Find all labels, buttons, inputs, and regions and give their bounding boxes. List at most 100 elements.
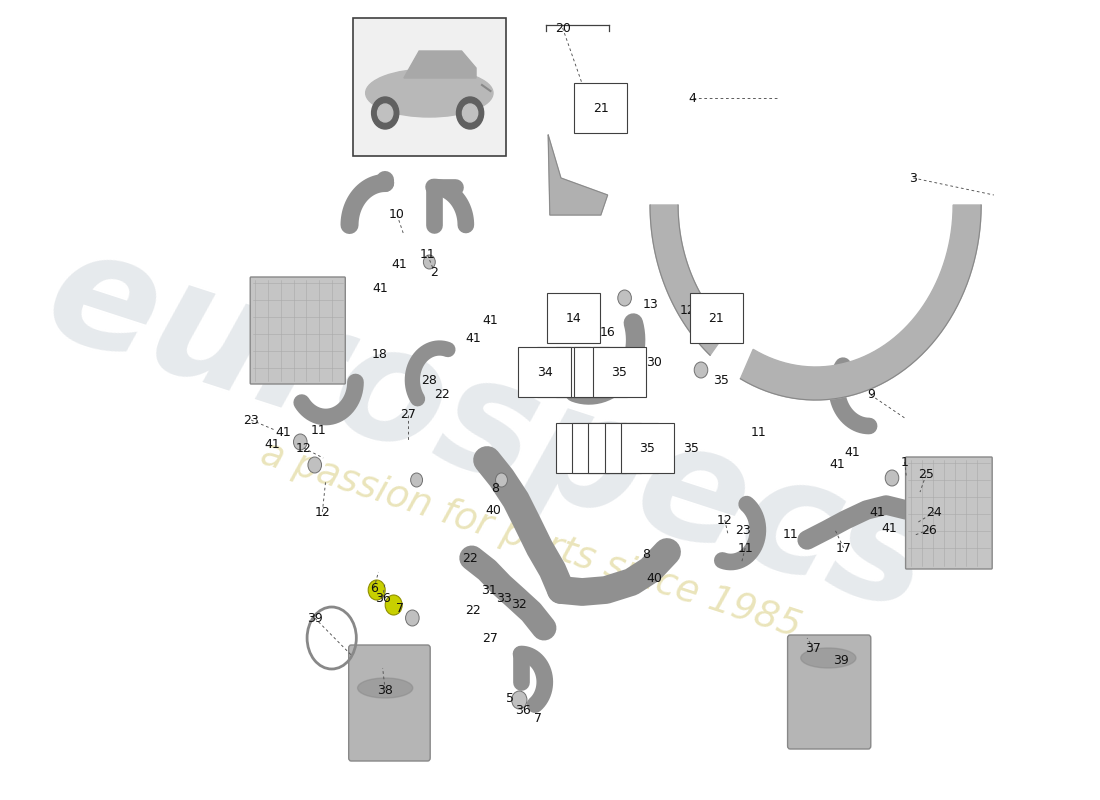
Text: 19: 19 [695, 311, 711, 325]
Text: 11: 11 [737, 542, 754, 554]
Text: 6: 6 [371, 582, 378, 594]
Text: 7: 7 [396, 602, 404, 614]
Text: 40: 40 [647, 571, 662, 585]
Circle shape [595, 113, 604, 123]
Text: 37: 37 [805, 642, 821, 654]
Text: 11: 11 [782, 529, 797, 542]
Text: 40: 40 [485, 503, 501, 517]
Circle shape [368, 580, 385, 600]
FancyBboxPatch shape [250, 277, 345, 384]
Circle shape [385, 595, 403, 615]
Text: 41: 41 [372, 282, 388, 294]
Text: 36: 36 [515, 703, 530, 717]
Circle shape [462, 104, 477, 122]
Text: 11: 11 [751, 426, 767, 438]
Text: 18: 18 [372, 349, 388, 362]
Circle shape [496, 473, 507, 487]
Text: 33: 33 [606, 442, 623, 454]
Circle shape [372, 97, 399, 129]
Text: 12: 12 [680, 303, 695, 317]
Text: 23: 23 [243, 414, 258, 426]
Text: 22: 22 [465, 603, 482, 617]
Text: 2: 2 [430, 266, 438, 278]
Text: 12: 12 [717, 514, 733, 526]
Text: 39: 39 [307, 611, 322, 625]
Text: 17: 17 [836, 542, 851, 554]
Text: 14: 14 [565, 311, 582, 325]
Text: 7: 7 [534, 711, 542, 725]
Text: 4: 4 [689, 91, 696, 105]
Text: 41: 41 [829, 458, 845, 471]
Text: 32: 32 [624, 442, 639, 454]
Circle shape [618, 290, 631, 306]
Text: 10: 10 [389, 209, 405, 222]
Text: 34: 34 [574, 442, 590, 454]
Text: 3: 3 [910, 171, 917, 185]
Text: #c5cdd4: #c5cdd4 [488, 429, 495, 430]
Circle shape [406, 610, 419, 626]
Text: 22: 22 [462, 551, 478, 565]
Text: 21: 21 [708, 311, 724, 325]
FancyBboxPatch shape [905, 457, 992, 569]
Text: 16: 16 [600, 326, 616, 338]
Circle shape [308, 457, 321, 473]
Text: 5: 5 [506, 691, 514, 705]
Text: 28: 28 [421, 374, 438, 386]
Text: 22: 22 [434, 389, 450, 402]
Text: 41: 41 [465, 331, 482, 345]
Ellipse shape [801, 648, 856, 668]
Text: 1: 1 [901, 455, 909, 469]
Text: 32: 32 [510, 598, 526, 611]
Text: a passion for parts since 1985: a passion for parts since 1985 [256, 435, 806, 645]
Polygon shape [740, 205, 981, 400]
Text: 41: 41 [881, 522, 898, 534]
Text: 12: 12 [296, 442, 311, 454]
Text: 41: 41 [483, 314, 498, 326]
Text: 36: 36 [375, 591, 390, 605]
Text: 24: 24 [926, 506, 943, 518]
Text: 33: 33 [496, 591, 512, 605]
Bar [353, 18, 506, 156]
Text: 35: 35 [639, 442, 656, 454]
Polygon shape [548, 135, 607, 215]
Circle shape [456, 97, 484, 129]
Circle shape [886, 470, 899, 486]
Text: 20: 20 [554, 22, 571, 34]
Text: 12: 12 [315, 506, 330, 518]
Text: 33: 33 [593, 366, 608, 378]
Text: 9: 9 [867, 389, 875, 402]
Text: 25: 25 [918, 469, 934, 482]
Text: 31: 31 [556, 366, 571, 378]
Text: 11: 11 [311, 423, 327, 437]
Text: 35: 35 [714, 374, 729, 386]
Text: 32: 32 [574, 366, 590, 378]
Text: 35: 35 [612, 366, 627, 378]
Circle shape [410, 473, 422, 487]
Text: 11: 11 [420, 249, 436, 262]
Polygon shape [650, 205, 728, 355]
Text: 39: 39 [833, 654, 849, 666]
Text: 13: 13 [642, 298, 658, 311]
Text: 31: 31 [591, 442, 607, 454]
Text: 31: 31 [481, 583, 496, 597]
Ellipse shape [358, 678, 412, 698]
Text: 15: 15 [581, 322, 597, 334]
Text: 41: 41 [392, 258, 407, 271]
Ellipse shape [365, 69, 493, 117]
Text: 41: 41 [870, 506, 886, 518]
Circle shape [595, 113, 604, 123]
Text: 41: 41 [264, 438, 280, 451]
Text: 41: 41 [844, 446, 860, 458]
Circle shape [294, 434, 307, 450]
Text: 41: 41 [275, 426, 292, 438]
Text: 23: 23 [736, 523, 751, 537]
Text: 27: 27 [400, 409, 416, 422]
Text: 38: 38 [377, 683, 393, 697]
Text: 35: 35 [683, 442, 698, 454]
Text: 8: 8 [641, 549, 650, 562]
Text: 15: 15 [576, 334, 593, 346]
Circle shape [377, 104, 393, 122]
Text: 34: 34 [537, 366, 552, 378]
Text: 21: 21 [593, 102, 608, 114]
Text: 26: 26 [921, 523, 936, 537]
